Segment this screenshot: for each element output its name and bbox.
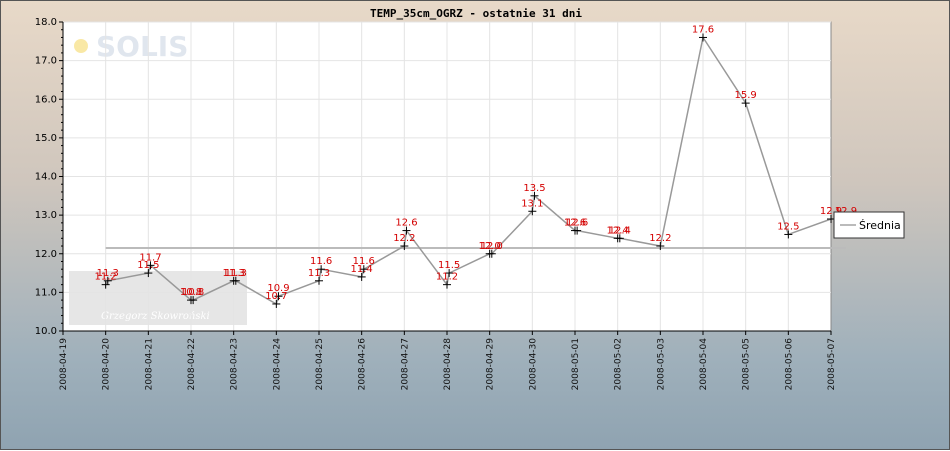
signature-text: Grzegorz Skowroński [101, 311, 210, 322]
data-label: 11.4 [351, 264, 373, 275]
data-label: 12.5 [777, 221, 799, 232]
data-point [359, 265, 368, 274]
solis-logo: SOLIS [74, 30, 188, 63]
data-label: 12.0 [481, 241, 503, 252]
data-point [315, 276, 323, 285]
data-point [101, 280, 110, 289]
x-tick-label: 2008-04-30 [528, 338, 538, 391]
data-label: 15.9 [735, 90, 757, 101]
data-point [144, 269, 153, 278]
x-tick-label: 2008-04-23 [230, 338, 240, 390]
x-tick-label: 2008-04-27 [400, 338, 410, 390]
data-label: 12.0 [479, 241, 501, 252]
data-point [103, 276, 112, 285]
data-point [445, 269, 454, 278]
y-tick-label: 15.0 [35, 133, 57, 144]
data-label: 11.5 [438, 260, 460, 271]
data-point [146, 261, 155, 270]
x-tick-label: 2008-05-04 [699, 338, 709, 391]
data-label: 12.6 [564, 218, 586, 229]
data-point [699, 33, 707, 42]
data-label: 11.3 [225, 268, 247, 279]
legend-label-srednia: Średnia [859, 219, 901, 232]
y-tick-label: 14.0 [35, 172, 57, 183]
logo-text: SOLIS [96, 30, 188, 63]
x-tick-label: 2008-05-03 [656, 338, 666, 390]
data-label: 12.6 [395, 218, 417, 229]
y-tick-label: 18.0 [35, 17, 57, 28]
data-point [231, 276, 240, 285]
x-tick-label: 2008-04-28 [443, 338, 453, 391]
data-label: 12.4 [607, 225, 629, 236]
y-tick-label: 13.0 [35, 210, 57, 221]
x-tick-label: 2008-04-29 [486, 338, 496, 391]
data-label: 11.5 [137, 260, 159, 271]
x-tick-label: 2008-04-22 [187, 338, 197, 390]
y-tick-label: 17.0 [35, 56, 57, 67]
data-label: 13.1 [521, 198, 543, 209]
data-point [530, 191, 539, 200]
data-label: 13.5 [523, 183, 545, 194]
data-label: 11.7 [139, 252, 161, 263]
data-label: 11.3 [223, 268, 245, 279]
data-label: 12.2 [393, 233, 415, 244]
data-label: 11.6 [353, 256, 375, 267]
data-label: 10.8 [180, 287, 202, 298]
data-point [274, 292, 283, 301]
data-point [189, 296, 198, 305]
data-point [741, 99, 750, 108]
x-tick-label: 2008-05-02 [614, 338, 624, 390]
x-tick-label: 2008-05-07 [827, 338, 837, 390]
data-label: 11.3 [308, 268, 330, 279]
y-tick-label: 16.0 [35, 94, 57, 105]
data-labels: 11.211.311.511.710.810.811.311.310.710.9… [95, 24, 858, 302]
data-point [443, 280, 451, 289]
data-label: 17.6 [692, 24, 714, 35]
data-point [272, 299, 281, 308]
data-point [784, 230, 793, 239]
data-label: 11.3 [97, 268, 119, 279]
data-point [317, 265, 326, 274]
data-label: 12.6 [566, 218, 588, 229]
legend: Średnia [833, 211, 905, 239]
data-label: 11.6 [310, 256, 332, 267]
data-point [357, 272, 366, 281]
signature-watermark: Grzegorz Skowroński [69, 271, 247, 325]
data-label: 10.7 [265, 291, 287, 302]
x-tick-label: 2008-05-06 [784, 338, 794, 391]
temperature-line [105, 35, 846, 306]
data-label: 12.4 [609, 225, 631, 236]
y-tick-label: 10.0 [35, 326, 57, 337]
series-layer [101, 33, 850, 308]
data-label: 10.9 [267, 283, 289, 294]
data-point [615, 234, 624, 243]
data-label: 11.2 [95, 272, 117, 283]
data-label: 10.8 [182, 287, 204, 298]
y-tick-label: 12.0 [35, 249, 57, 260]
data-label: 11.2 [436, 272, 458, 283]
data-point [487, 249, 496, 258]
chart-title: TEMP_35cm_OGRZ - ostatnie 31 dni [370, 7, 582, 20]
y-tick-label: 11.0 [35, 287, 57, 298]
x-axis: 2008-04-19 2008-04-20 2008-04-21 2008-04-22… [59, 330, 837, 391]
data-label: 12.9 [835, 206, 857, 217]
x-tick-label: 2008-04-21 [144, 338, 154, 390]
data-point [402, 226, 411, 235]
data-point [656, 242, 665, 251]
x-tick-label: 2008-05-01 [571, 338, 581, 390]
x-tick-label: 2008-04-20 [102, 338, 112, 391]
x-tick-label: 2008-04-25 [315, 338, 325, 390]
x-tick-label: 2008-04-24 [272, 338, 282, 391]
y-axis: 10.0 11.0 12.0 13.0 14.0 15.0 16.0 17.0 18.0 [35, 17, 64, 337]
data-point [400, 242, 409, 251]
data-point [528, 207, 537, 216]
data-label: 12.2 [649, 233, 671, 244]
x-tick-label: 2008-04-19 [59, 338, 69, 391]
data-point [573, 226, 582, 235]
x-tick-label: 2008-05-05 [742, 338, 752, 390]
data-label: 12.9 [820, 206, 842, 217]
x-tick-label: 2008-04-26 [358, 338, 368, 391]
